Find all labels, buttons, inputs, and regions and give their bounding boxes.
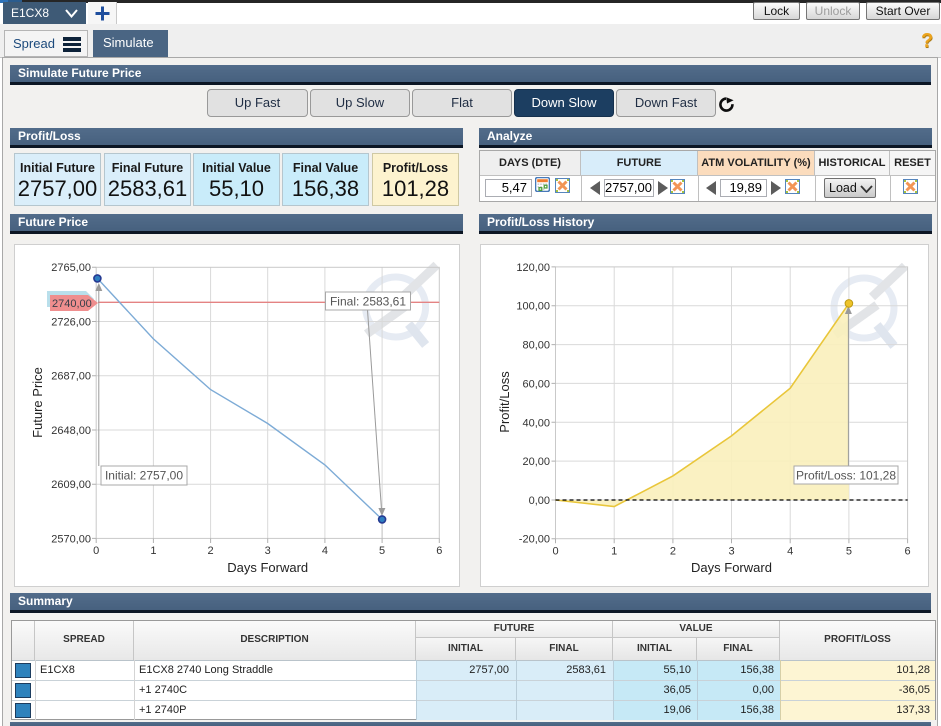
svg-text:Profit/Loss: 101,28: Profit/Loss: 101,28: [796, 469, 896, 483]
svg-text:2765,00: 2765,00: [51, 262, 91, 274]
svg-text:3: 3: [728, 546, 734, 558]
svg-text:20,00: 20,00: [522, 456, 550, 468]
svg-text:6: 6: [905, 546, 911, 558]
svg-text:4: 4: [787, 546, 793, 558]
svg-text:Future Price: Future Price: [30, 367, 45, 438]
svg-text:6: 6: [436, 545, 442, 557]
svg-text:Initial: 2757,00: Initial: 2757,00: [105, 469, 183, 483]
svg-text:2726,00: 2726,00: [51, 317, 91, 329]
svg-text:2609,00: 2609,00: [51, 479, 91, 491]
svg-text:0: 0: [552, 546, 558, 558]
svg-text:0,00: 0,00: [529, 495, 550, 507]
svg-text:3: 3: [265, 545, 271, 557]
svg-text:2570,00: 2570,00: [51, 533, 91, 545]
svg-text:Profit/Loss: Profit/Loss: [497, 371, 512, 433]
svg-text:5: 5: [379, 545, 385, 557]
svg-text:2687,00: 2687,00: [51, 371, 91, 383]
svg-text:2: 2: [208, 545, 214, 557]
svg-text:2: 2: [670, 546, 676, 558]
svg-text:100,00: 100,00: [516, 301, 550, 313]
svg-text:40,00: 40,00: [522, 417, 550, 429]
svg-text:Days Forward: Days Forward: [227, 560, 308, 575]
svg-text:0: 0: [93, 545, 99, 557]
svg-text:60,00: 60,00: [522, 378, 550, 390]
svg-text:80,00: 80,00: [522, 340, 550, 352]
svg-text:Days Forward: Days Forward: [691, 560, 772, 575]
svg-text:120,00: 120,00: [516, 262, 550, 274]
svg-text:1: 1: [150, 545, 156, 557]
svg-text:-20,00: -20,00: [519, 534, 550, 546]
svg-text:4: 4: [322, 545, 328, 557]
svg-text:Final: 2583,61: Final: 2583,61: [330, 295, 406, 309]
svg-text:1: 1: [611, 546, 617, 558]
svg-text:2740,00: 2740,00: [52, 298, 92, 310]
svg-text:2648,00: 2648,00: [51, 425, 91, 437]
svg-text:5: 5: [846, 546, 852, 558]
